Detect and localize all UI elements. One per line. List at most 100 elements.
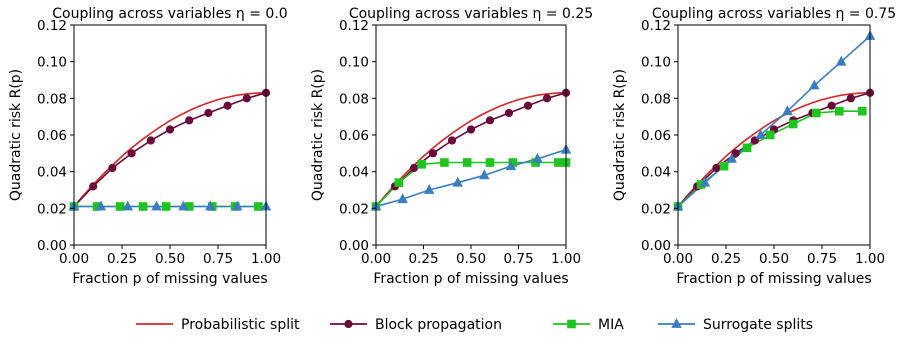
marker-surrogate-splits (397, 193, 408, 204)
chart-title: Coupling across variables η = 0.25 (349, 6, 593, 22)
marker-surrogate-splits (505, 160, 517, 171)
panel-3: 0.00 0.25 0.50 0.75 1.00 0.00 0.02 0.04 0.06 0.08… (612, 6, 896, 287)
marker-block-propagation (542, 94, 552, 103)
marker-mia (811, 108, 821, 118)
legend-swatch-marker (671, 318, 682, 328)
marker-mia (742, 143, 752, 153)
marker-block-propagation (108, 163, 117, 173)
marker-block-propagation (827, 101, 836, 110)
y-tick-label: 0.12 (339, 18, 369, 34)
x-tick-label: 0.25 (711, 251, 741, 267)
series-line-probabilistic-split (678, 92, 870, 208)
y-tick-label: 0.04 (339, 165, 369, 181)
panel-2-frame (375, 24, 567, 246)
x-tick-label: 0.00 (59, 251, 89, 267)
y-tick-label: 0.12 (37, 18, 67, 34)
y-tick-label: 0.10 (641, 55, 671, 71)
marker-mia (440, 158, 449, 167)
marker-surrogate-splits (231, 200, 243, 211)
y-tick-label: 0.02 (641, 201, 671, 217)
series-line-mia (376, 161, 566, 208)
panel-1-series (74, 92, 266, 208)
marker-block-propagation (712, 163, 721, 173)
legend-swatch-marker (567, 319, 576, 329)
x-tick-label: 1.00 (855, 251, 885, 267)
marker-mia (788, 119, 798, 129)
marker-surrogate-splits (205, 200, 216, 211)
x-tick-label: 0.25 (408, 251, 438, 267)
panel-2: 0.00 0.25 0.50 0.75 1.00 0.00 0.02 0.04 0.06 0.08… (310, 6, 593, 287)
marker-block-propagation (185, 116, 194, 125)
marker-mia (115, 202, 125, 211)
series-line-block-propagation (376, 92, 566, 208)
y-axis-label: Quadratic risk R(p) (8, 69, 24, 201)
panel-1: 0.00 0.25 0.50 0.75 1.00 0.00 0.02 0.04 0.06 0.08… (8, 6, 288, 287)
marker-surrogate-splits (423, 184, 435, 194)
y-tick-label: 0.02 (339, 201, 369, 217)
marker-surrogate-splits (532, 152, 543, 163)
marker-block-propagation (846, 94, 855, 103)
marker-mia (858, 106, 867, 116)
marker-block-propagation (466, 125, 476, 134)
marker-surrogate-splits (809, 79, 820, 90)
y-axis-label: Quadratic risk R(p) (310, 69, 326, 201)
legend-item-probabilistic-split: Probabilistic split (136, 317, 300, 333)
y-tick-label: 0.00 (339, 238, 369, 254)
marker-block-propagation (523, 101, 533, 110)
legend-svg: Probabilistic split Block propagation MIA S… (136, 317, 813, 333)
x-tick-label: 0.00 (361, 251, 391, 267)
panel-2-markers (370, 88, 572, 211)
x-tick-label: 1.00 (251, 251, 281, 267)
panel-1-frame (73, 24, 267, 246)
marker-surrogate-splits (178, 200, 189, 211)
y-tick-label: 0.00 (641, 238, 671, 254)
legend-item-surrogate-splits: Surrogate splits (658, 317, 813, 333)
marker-mia (834, 106, 844, 116)
x-axis-label: Fraction p of missing values (373, 271, 568, 287)
marker-block-propagation (409, 163, 419, 173)
marker-mia (394, 178, 404, 187)
legend-label: Probabilistic split (181, 317, 300, 333)
y-tick-label: 0.08 (339, 91, 369, 107)
chart-title: Coupling across variables η = 0.0 (52, 6, 287, 22)
y-tick-label: 0.04 (641, 165, 671, 181)
series-line-block-propagation (74, 92, 266, 208)
marker-mia (161, 202, 171, 211)
marker-block-propagation (89, 182, 98, 191)
x-tick-label: 0.50 (155, 251, 185, 267)
marker-block-propagation (428, 149, 438, 158)
x-axis-label: Fraction p of missing values (676, 271, 871, 287)
marker-surrogate-splits (726, 152, 737, 163)
x-axis-label: Fraction p of missing values (72, 271, 267, 287)
x-tick-label: 0.50 (456, 251, 486, 267)
marker-surrogate-splits (122, 200, 133, 211)
marker-block-propagation (127, 149, 136, 158)
x-tick-label: 0.50 (759, 251, 789, 267)
panel-1-markers (68, 88, 272, 211)
y-tick-label: 0.10 (37, 55, 67, 71)
y-tick-label: 0.08 (641, 91, 671, 107)
y-tick-label: 0.10 (339, 55, 369, 71)
marker-surrogate-splits (782, 105, 793, 116)
legend-label: MIA (598, 317, 624, 333)
y-tick-label: 0.04 (37, 165, 67, 181)
marker-mia (138, 202, 148, 211)
y-tick-label: 0.06 (37, 128, 67, 144)
series-line-probabilistic-split (376, 92, 566, 208)
marker-mia (485, 158, 495, 167)
legend: Probabilistic split Block propagation MIA S… (0, 306, 907, 340)
marker-block-propagation (165, 125, 175, 134)
y-tick-label: 0.06 (339, 128, 369, 144)
marker-surrogate-splits (755, 129, 766, 139)
marker-block-propagation (447, 136, 457, 145)
marker-surrogate-splits (835, 55, 847, 66)
x-tick-label: 0.75 (807, 251, 837, 267)
marker-surrogate-splits (699, 176, 711, 187)
panel-2-series (376, 92, 566, 208)
chart-title: Coupling across variables η = 0.75 (652, 6, 896, 22)
marker-mia (254, 202, 263, 211)
marker-block-propagation (204, 108, 213, 118)
marker-mia (417, 160, 426, 169)
marker-mia (719, 161, 729, 171)
